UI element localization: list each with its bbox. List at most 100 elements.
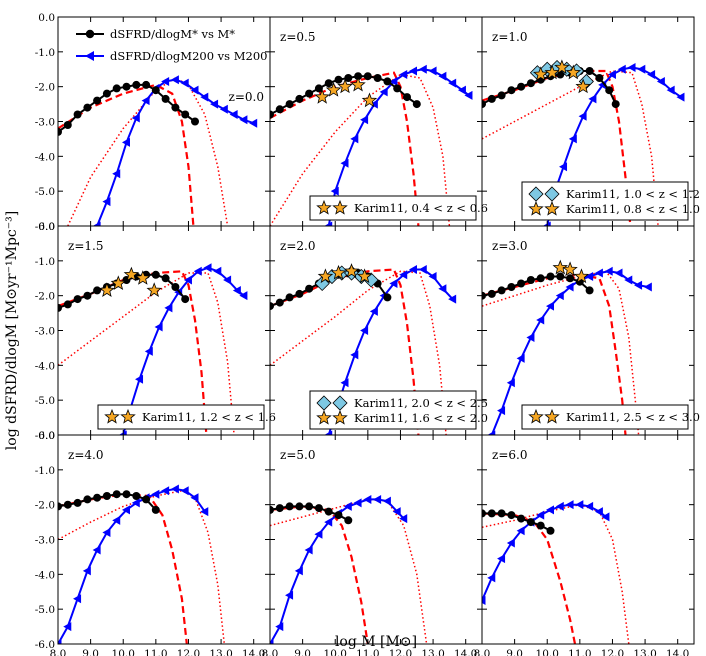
y-tick-label: -5.0 [35,395,55,407]
stellar-point [181,295,190,304]
halo-point [350,350,359,360]
halo-point [294,566,303,576]
halo-point [565,282,574,292]
halo-point [350,134,359,144]
halo-series-line [58,487,206,644]
inset-legend-box [309,195,477,221]
stellar-point [295,289,304,298]
halo-point [324,430,333,435]
redshift-label: z=2.0 [280,239,315,253]
stellar-point [63,300,72,309]
halo-point [516,353,525,363]
y-tick-label: 0.0 [38,430,55,442]
halo-point [58,639,62,644]
stellar-point [605,86,614,95]
stellar-point [83,103,92,112]
halo-point [343,501,352,511]
stellar-point [93,96,102,105]
stellar-point [497,509,506,518]
halo-point [193,266,202,276]
stellar-point [536,521,545,530]
halo-point [578,111,587,121]
halo-point [526,332,535,342]
halo-point [154,322,163,332]
x-tick-label: 14.0 [666,648,689,656]
stellar-point [344,516,353,525]
x-axis-label: log M [M⊙] [335,634,417,650]
stellar-point [314,84,323,93]
halo-point [314,529,323,539]
x-tick-label: 11.0 [568,648,591,656]
karim-star [562,261,578,277]
karim-star [356,268,373,284]
stellar-point [58,303,62,312]
fit-dotted-line [482,503,630,644]
y-tick-label: 0.0 [38,12,55,24]
stellar-point [305,89,314,98]
halo-point [666,85,675,95]
halo-point [399,69,408,79]
halo-point [73,594,82,604]
karim-star [343,263,360,278]
y-tick-label: -5.0 [35,604,55,616]
halo-point [164,303,173,313]
x-tick-label: 8.0 [474,648,491,656]
halo-point [382,496,391,506]
halo-point [144,346,153,356]
halo-point [369,99,378,109]
stellar-point [295,94,304,103]
x-tick-label: 13.0 [421,648,444,656]
stellar-point [403,93,411,102]
karim-star [314,88,330,104]
y-tick-label: -4.0 [35,569,55,581]
panel-7: z=4.0 [57,434,271,645]
stellar-point [393,84,402,93]
stellar-series-line [270,75,418,116]
panel-frame [269,434,483,645]
panel-plot-area [270,64,473,226]
x-tick-label: 11.0 [356,648,379,656]
halo-point [594,268,603,278]
fit-dashed-line [58,83,195,226]
panel-plot-area [482,259,652,435]
tick-labels: -6.0-5.0-4.0-3.0-2.0-1.00.0-6.0-5.0-4.0-… [35,12,690,656]
halo-point [516,526,525,536]
x-tick-label: 13.0 [209,648,232,656]
halo-point [585,272,594,282]
stellar-point [517,82,526,91]
halo-point [389,278,398,288]
halo-point [183,275,192,285]
stellar-point [487,509,496,518]
stellar-point [102,89,111,98]
stellar-point [507,86,516,95]
halo-point [428,66,437,76]
stellar-point [73,498,82,507]
y-tick-label: -3.0 [35,326,55,338]
fit-dashed-line [482,512,577,644]
stellar-point [151,270,160,279]
halo-point [555,291,564,301]
fit-dotted-line [58,489,226,644]
fit-dashed-line [482,273,627,435]
halo-point [604,266,613,276]
halo-point [575,500,584,510]
stellar-point [161,94,170,103]
inset-legend-star [544,200,560,216]
halo-point [373,494,382,504]
halo-point [190,85,199,95]
redshift-label: z=0.0 [229,90,264,104]
y-tick-label: -4.0 [35,360,55,372]
x-tick-label: 9.0 [294,648,311,656]
halo-point [568,134,577,144]
stellar-point [536,274,545,283]
inset-legend-label: Karim11, 2.0 < z < 2.5 [354,396,488,410]
stellar-point [546,272,555,281]
halo-point [304,545,313,555]
stellar-point [191,117,199,126]
stellar-point [102,492,111,500]
stellar-point [595,74,604,82]
redshift-label: z=3.0 [492,239,527,253]
halo-point [627,63,636,73]
